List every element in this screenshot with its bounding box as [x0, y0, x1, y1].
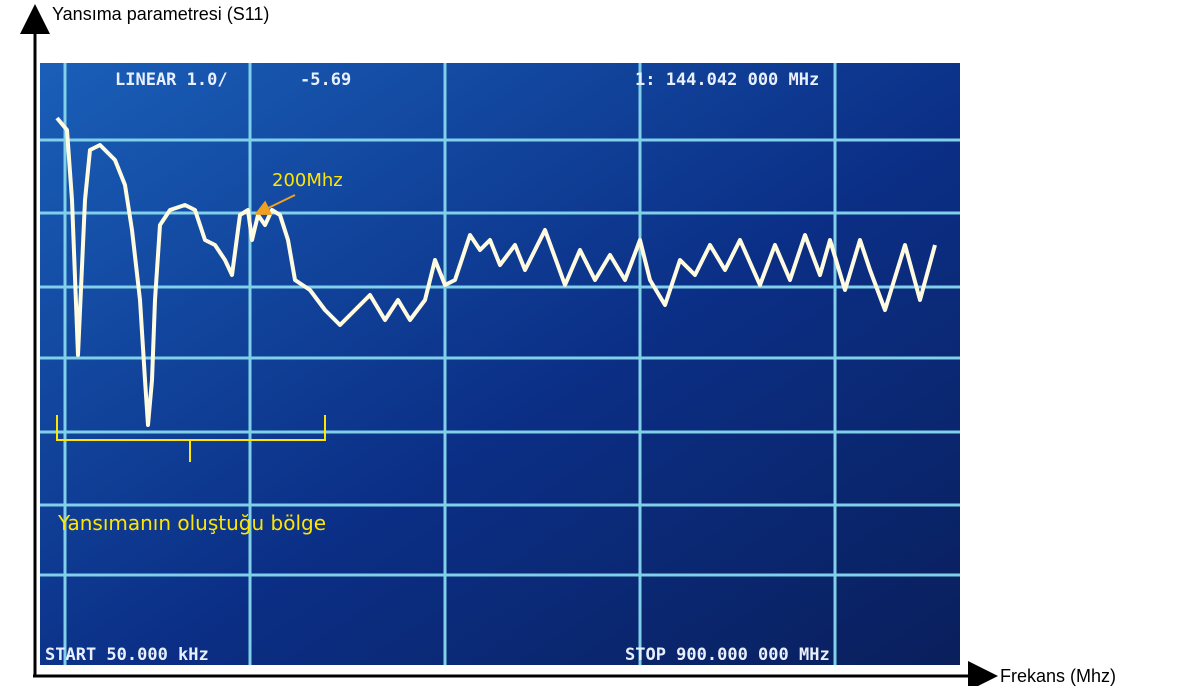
- region-label: Yansımanın oluştuğu bölge: [57, 511, 326, 535]
- point-label: 200Mhz: [272, 170, 343, 191]
- screen-value: -5.69: [300, 70, 351, 90]
- screen-start: START 50.000 kHz: [45, 645, 209, 665]
- screen-stop: STOP 900.000 000 MHz: [625, 645, 830, 665]
- x-axis-label: Frekans (Mhz): [1000, 666, 1116, 686]
- screen-marker: 1: 144.042 000 MHz: [635, 70, 819, 90]
- y-axis-label: Yansıma parametresi (S11): [52, 4, 269, 24]
- figure: LINEAR 1.0/ -5.69 1: 144.042 000 MHz STA…: [0, 0, 1189, 686]
- screen-scale: LINEAR 1.0/: [115, 70, 228, 90]
